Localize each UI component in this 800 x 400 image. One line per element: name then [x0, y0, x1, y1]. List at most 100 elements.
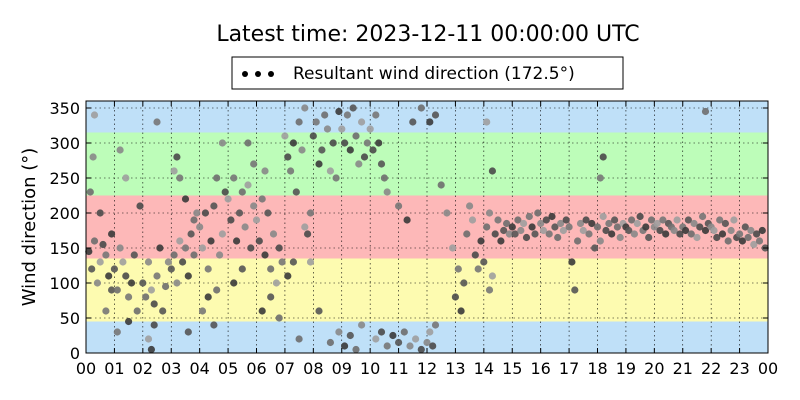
data-point	[488, 167, 496, 175]
data-point	[687, 230, 695, 238]
data-point	[500, 226, 508, 235]
x-tick-label: 13	[445, 359, 465, 378]
data-point	[287, 167, 295, 175]
data-point	[682, 226, 690, 235]
legend-marker-dot	[255, 71, 261, 77]
data-point	[321, 111, 329, 119]
data-point	[295, 335, 303, 343]
data-point	[335, 107, 343, 116]
data-point	[102, 251, 110, 259]
data-point	[738, 237, 747, 245]
data-point	[511, 230, 519, 238]
data-point	[522, 233, 531, 242]
data-point	[275, 244, 283, 252]
data-point	[241, 223, 249, 231]
data-point	[613, 223, 622, 231]
legend-marker-dot	[242, 71, 248, 77]
data-point	[727, 226, 735, 235]
data-point	[517, 226, 525, 235]
data-point	[284, 272, 292, 280]
data-point	[150, 321, 158, 329]
y-tick-label: 250	[49, 169, 80, 188]
data-point	[753, 230, 761, 238]
data-point	[244, 139, 252, 147]
data-point	[184, 272, 192, 280]
data-point	[227, 216, 235, 224]
data-point	[559, 226, 568, 235]
data-point	[642, 223, 650, 231]
data-point	[176, 237, 184, 245]
x-tick-label: 00	[758, 359, 778, 378]
data-point	[159, 307, 167, 315]
data-point	[628, 216, 636, 224]
data-point	[426, 118, 434, 126]
data-point	[306, 258, 315, 266]
data-point	[608, 230, 616, 238]
data-point	[304, 230, 312, 238]
y-tick-label: 150	[49, 239, 80, 258]
data-point	[670, 226, 678, 235]
data-point	[565, 223, 573, 231]
x-tick-label: 20	[644, 359, 664, 378]
data-point	[611, 216, 619, 224]
y-axis-label: Wind direction (°)	[19, 148, 40, 307]
data-point	[110, 265, 118, 273]
data-point	[164, 258, 172, 266]
data-point	[105, 272, 113, 280]
data-point	[599, 212, 607, 221]
data-point	[645, 233, 653, 242]
data-point	[198, 307, 207, 315]
data-point	[85, 247, 93, 256]
data-point	[213, 174, 221, 182]
x-tick-label: 10	[360, 359, 380, 378]
data-point	[585, 230, 593, 238]
data-point	[352, 132, 360, 140]
x-tick-label: 18	[587, 359, 607, 378]
data-point	[591, 244, 599, 252]
data-point	[636, 212, 644, 221]
data-point	[412, 335, 420, 343]
data-point	[616, 233, 624, 242]
data-point	[480, 258, 488, 266]
data-point	[326, 167, 334, 175]
data-point	[369, 146, 377, 154]
data-point	[144, 335, 153, 343]
data-point	[150, 300, 158, 308]
data-point	[736, 230, 744, 238]
data-point	[451, 293, 459, 301]
data-point	[699, 212, 707, 221]
data-point	[315, 160, 323, 168]
data-point	[377, 160, 386, 168]
data-point	[116, 146, 124, 154]
data-point	[684, 216, 693, 224]
data-point	[466, 202, 474, 210]
data-point	[358, 118, 366, 126]
data-point	[170, 251, 178, 259]
data-point	[568, 258, 576, 266]
data-point	[144, 258, 153, 266]
x-tick-label: 05	[218, 359, 238, 378]
data-point	[383, 188, 391, 196]
data-point	[281, 132, 289, 140]
data-point	[201, 209, 209, 217]
data-point	[96, 258, 104, 266]
data-point	[210, 202, 218, 210]
data-point	[247, 244, 255, 252]
data-point	[295, 118, 303, 126]
data-point	[173, 153, 181, 161]
data-point	[673, 216, 681, 224]
data-point	[596, 174, 604, 182]
y-tick-labels: 0 50 100 150 200 250 300 350	[49, 99, 80, 363]
chart-title: Latest time: 2023-12-11 00:00:00 UTC	[216, 22, 639, 47]
data-point	[230, 174, 238, 182]
data-point	[162, 282, 170, 291]
data-point	[130, 251, 138, 259]
data-point	[551, 223, 559, 231]
data-point	[244, 181, 252, 189]
data-point	[710, 226, 718, 235]
data-point	[233, 237, 241, 245]
data-point	[449, 244, 457, 252]
data-point	[113, 328, 121, 336]
data-point	[96, 209, 104, 217]
data-point	[184, 328, 192, 336]
